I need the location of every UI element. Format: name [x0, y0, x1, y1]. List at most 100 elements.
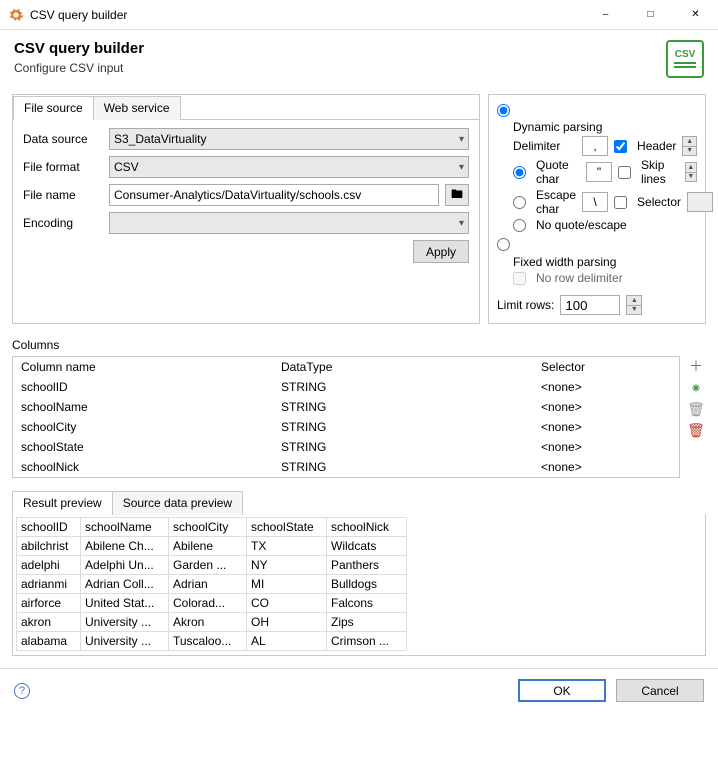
quote-label: Quote char: [536, 158, 580, 186]
limit-rows-input[interactable]: [560, 295, 620, 315]
dynamic-parsing-label: Dynamic parsing: [513, 120, 697, 134]
titlebar: CSV query builder – □ ✕: [0, 0, 718, 30]
tab-web-service[interactable]: Web service: [93, 96, 181, 120]
delete-all-columns-icon[interactable]: 🗑: [687, 422, 705, 439]
tab-result-preview[interactable]: Result preview: [12, 491, 113, 515]
preview-cell: alabama: [16, 631, 81, 651]
preview-cell: TX: [246, 536, 327, 556]
columns-row[interactable]: schoolNickSTRING<none>: [13, 457, 679, 477]
preview-col-header: schoolName: [80, 517, 169, 537]
skip-lines-checkbox[interactable]: [618, 166, 631, 179]
file-source-panel: File source Web service Data source S3_D…: [12, 94, 480, 324]
preview-col-header: schoolState: [246, 517, 327, 537]
header-spinner[interactable]: ▲▼: [682, 136, 697, 156]
limit-spinner[interactable]: ▲▼: [626, 295, 642, 315]
no-quote-radio[interactable]: [513, 219, 526, 232]
preview-table: schoolIDschoolNameschoolCityschoolStates…: [12, 514, 706, 656]
preview-header-row: schoolIDschoolNameschoolCityschoolStates…: [17, 518, 701, 537]
col-name: schoolState: [21, 440, 281, 454]
page-title: CSV query builder: [14, 40, 144, 57]
preview-cell: Zips: [326, 612, 407, 632]
apply-button[interactable]: Apply: [413, 240, 469, 263]
browse-button[interactable]: 🖿: [445, 184, 469, 206]
preview-row[interactable]: adrianmiAdrian Coll...AdrianMIBulldogs: [17, 575, 701, 594]
csv-icon-label: CSV: [675, 49, 696, 60]
preview-cell: Garden ...: [168, 555, 247, 575]
data-source-label: Data source: [23, 132, 103, 146]
tab-file-source[interactable]: File source: [13, 96, 94, 120]
escape-input[interactable]: [582, 192, 608, 212]
preview-cell: MI: [246, 574, 327, 594]
escape-char-radio[interactable]: [513, 196, 526, 209]
columns-table: Column name DataType Selector schoolIDST…: [12, 356, 680, 478]
preview-cell: Bulldogs: [326, 574, 407, 594]
preview-cell: Adrian: [168, 574, 247, 594]
encoding-select[interactable]: ▾: [109, 212, 469, 234]
preview-row[interactable]: akronUniversity ...AkronOHZips: [17, 613, 701, 632]
preview-row[interactable]: alabamaUniversity ...Tuscaloo...ALCrimso…: [17, 632, 701, 651]
file-format-value: CSV: [114, 160, 139, 174]
columns-row[interactable]: schoolIDSTRING<none>: [13, 377, 679, 397]
header-checkbox[interactable]: [614, 140, 627, 153]
source-tabs: File source Web service: [13, 95, 479, 120]
skip-spinner[interactable]: ▲▼: [685, 162, 697, 182]
preview-cell: Akron: [168, 612, 247, 632]
tab-source-preview[interactable]: Source data preview: [112, 491, 243, 515]
fixed-width-radio[interactable]: [497, 238, 510, 251]
columns-header-row: Column name DataType Selector: [13, 357, 679, 377]
preview-row[interactable]: abilchristAbilene Ch...AbileneTXWildcats: [17, 537, 701, 556]
page-subtitle: Configure CSV input: [14, 61, 144, 75]
col-type: STRING: [281, 460, 541, 474]
preview-cell: University ...: [80, 631, 169, 651]
preview-cell: adelphi: [16, 555, 81, 575]
columns-row[interactable]: schoolNameSTRING<none>: [13, 397, 679, 417]
preview-cell: abilchrist: [16, 536, 81, 556]
add-all-columns-icon[interactable]: ⁕: [690, 380, 702, 397]
file-format-select[interactable]: CSV ▾: [109, 156, 469, 178]
col-selector: <none>: [541, 460, 671, 474]
dynamic-parsing-radio[interactable]: [497, 104, 510, 117]
file-name-input[interactable]: [109, 184, 439, 206]
preview-row[interactable]: airforceUnited Stat...Colorad...COFalcon…: [17, 594, 701, 613]
col-header-selector: Selector: [541, 360, 671, 374]
preview-cell: University ...: [80, 612, 169, 632]
selector-checkbox[interactable]: [614, 196, 627, 209]
no-row-delim-label: No row delimiter: [536, 271, 623, 285]
ok-button[interactable]: OK: [518, 679, 606, 702]
preview-cell: OH: [246, 612, 327, 632]
preview-cell: airforce: [16, 593, 81, 613]
col-type: STRING: [281, 400, 541, 414]
quote-char-radio[interactable]: [513, 166, 526, 179]
columns-row[interactable]: schoolStateSTRING<none>: [13, 437, 679, 457]
preview-cell: AL: [246, 631, 327, 651]
cancel-button[interactable]: Cancel: [616, 679, 704, 702]
preview-cell: Panthers: [326, 555, 407, 575]
selector-label: Selector: [637, 195, 681, 209]
data-source-select[interactable]: S3_DataVirtuality ▾: [109, 128, 469, 150]
preview-cell: Wildcats: [326, 536, 407, 556]
col-header-name: Column name: [21, 360, 281, 374]
col-header-type: DataType: [281, 360, 541, 374]
col-selector: <none>: [541, 440, 671, 454]
col-name: schoolCity: [21, 420, 281, 434]
preview-col-header: schoolNick: [326, 517, 407, 537]
delimiter-input[interactable]: [582, 136, 608, 156]
delete-column-icon[interactable]: 🗑: [687, 401, 705, 418]
preview-cell: Crimson ...: [326, 631, 407, 651]
col-selector: <none>: [541, 400, 671, 414]
quote-input[interactable]: [586, 162, 612, 182]
fixed-width-label: Fixed width parsing: [513, 255, 697, 269]
columns-row[interactable]: schoolCitySTRING<none>: [13, 417, 679, 437]
parsing-panel: Dynamic parsing Delimiter Header ▲▼ Quot…: [488, 94, 706, 324]
preview-row[interactable]: adelphiAdelphi Un...Garden ...NYPanthers: [17, 556, 701, 575]
col-name: schoolName: [21, 400, 281, 414]
minimize-button[interactable]: –: [583, 0, 628, 30]
close-button[interactable]: ✕: [673, 0, 718, 30]
help-icon[interactable]: ?: [14, 683, 30, 699]
delimiter-label: Delimiter: [513, 139, 576, 153]
add-column-icon[interactable]: ＋: [689, 356, 703, 376]
maximize-button[interactable]: □: [628, 0, 673, 30]
skip-label: Skip lines: [641, 158, 679, 186]
preview-col-header: schoolID: [16, 517, 81, 537]
columns-section-label: Columns: [12, 338, 706, 352]
